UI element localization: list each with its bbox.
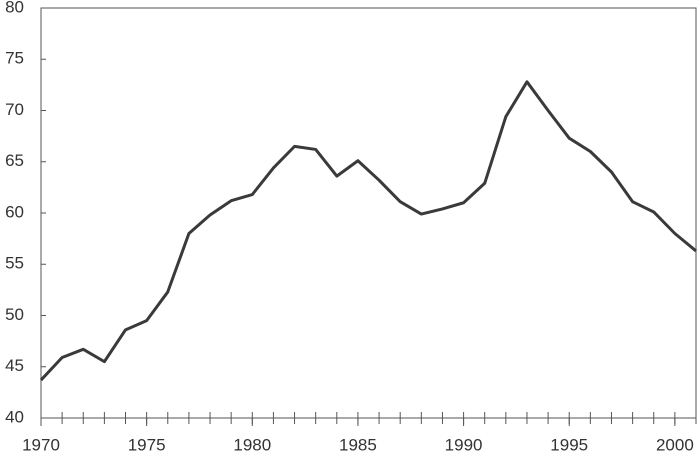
y-tick-label: 45: [5, 356, 24, 375]
x-tick-label: 1975: [128, 435, 166, 454]
y-tick-label: 75: [5, 49, 24, 68]
y-tick-label: 40: [5, 407, 24, 426]
y-tick-label: 55: [5, 254, 24, 273]
plot-frame: [40, 7, 697, 419]
x-tick-label: 1980: [233, 435, 271, 454]
x-tick-label: 1990: [445, 435, 483, 454]
x-tick-label: 1995: [550, 435, 588, 454]
y-tick-label: 65: [5, 151, 24, 170]
x-tick-label: 2000: [656, 435, 694, 454]
y-tick-label: 60: [5, 202, 24, 221]
y-tick-label: 80: [5, 0, 24, 16]
y-tick-label: 70: [5, 100, 24, 119]
x-tick-label: 1985: [339, 435, 377, 454]
line-series: [39, 80, 697, 382]
y-tick-label: 50: [5, 305, 24, 324]
x-tick-label: 1970: [22, 435, 60, 454]
